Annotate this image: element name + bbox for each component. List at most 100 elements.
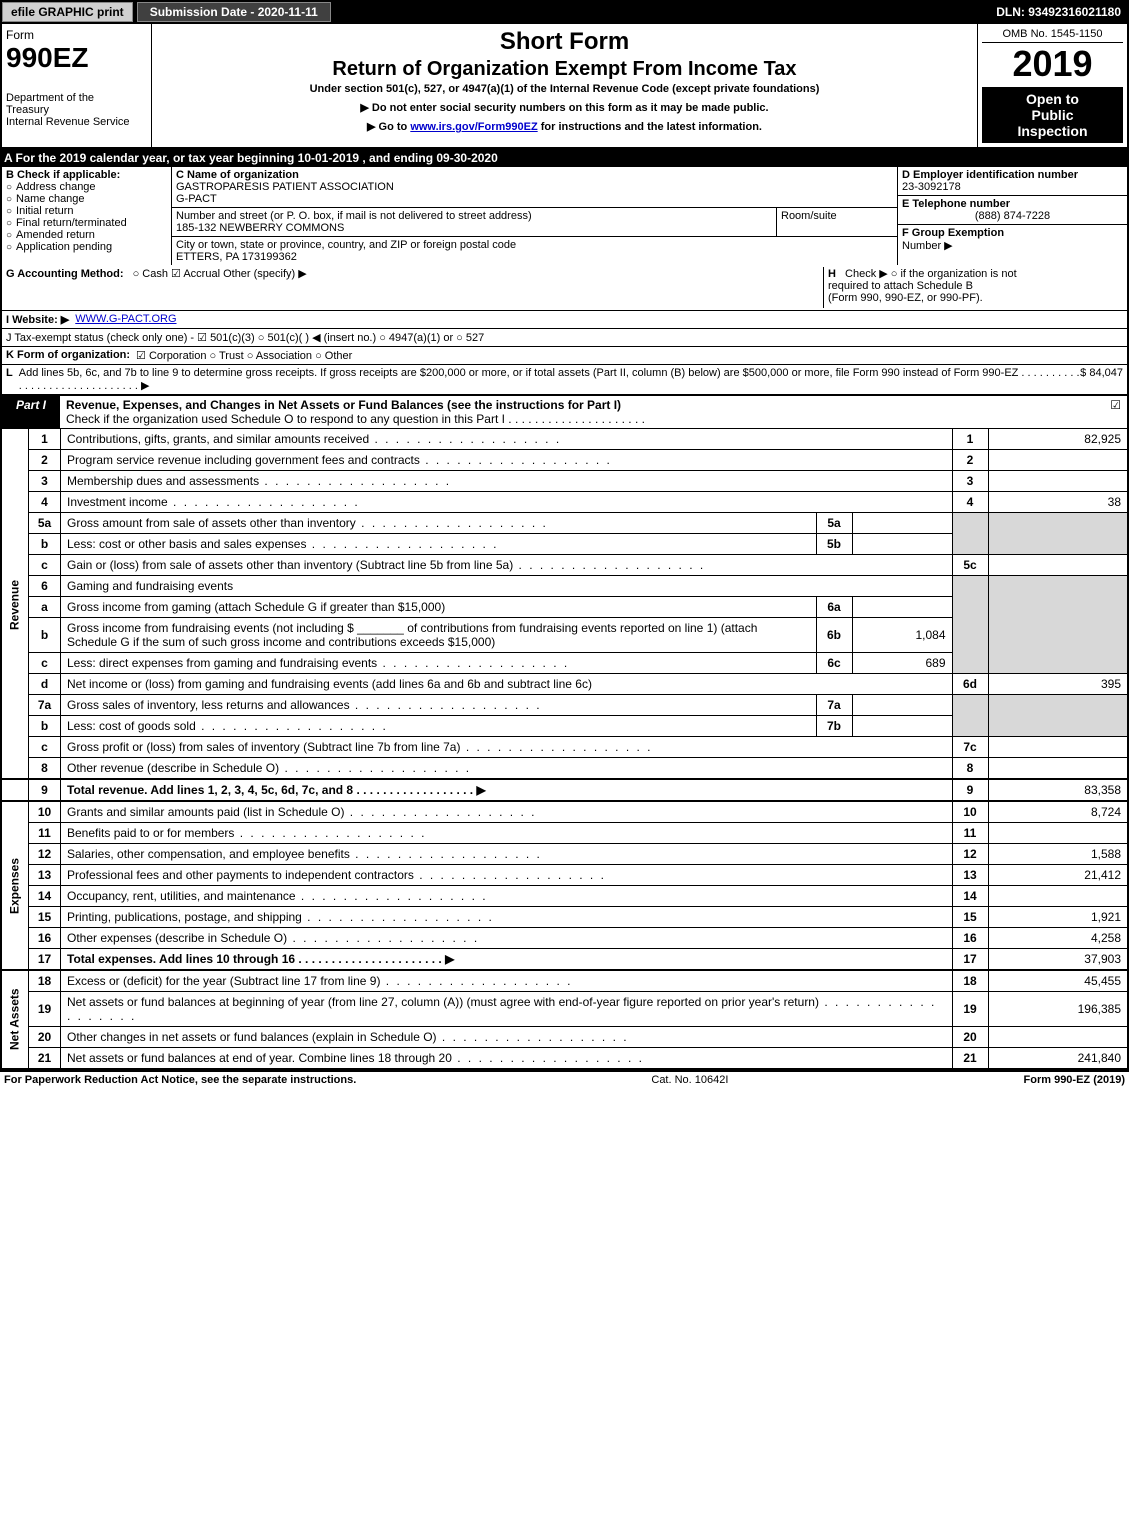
k-lbl: K Form of organization: <box>6 349 130 362</box>
addr-val: 185-132 NEWBERRY COMMONS <box>176 222 772 234</box>
ln-6a-subnum: 6a <box>816 597 852 618</box>
l-amt: $ 84,047 <box>1080 367 1123 392</box>
chk-amended-return[interactable]: Amended return <box>6 229 167 241</box>
j-text[interactable]: J Tax-exempt status (check only one) - ☑… <box>6 331 484 344</box>
header-right: OMB No. 1545-1150 2019 Open to Public In… <box>977 24 1127 147</box>
ln-7c-amtnum: 7c <box>952 737 988 758</box>
footer-form: Form 990-EZ (2019) <box>1024 1074 1125 1086</box>
ln-5c-desc: Gain or (loss) from sale of assets other… <box>61 555 953 576</box>
dept-line-3: Internal Revenue Service <box>6 116 147 128</box>
ln-14-desc: Occupancy, rent, utilities, and maintena… <box>61 886 953 907</box>
ln-3-num: 3 <box>29 471 61 492</box>
note-ssn: ▶ Do not enter social security numbers o… <box>160 101 969 114</box>
ln-2-num: 2 <box>29 450 61 471</box>
room-cell: Room/suite <box>777 208 897 236</box>
row-j: J Tax-exempt status (check only one) - ☑… <box>0 329 1129 347</box>
footer-left: For Paperwork Reduction Act Notice, see … <box>4 1074 356 1086</box>
chk-application-pending[interactable]: Application pending <box>6 241 167 253</box>
ln-6c-desc: Less: direct expenses from gaming and fu… <box>61 653 817 674</box>
part-1-title-text: Revenue, Expenses, and Changes in Net As… <box>66 398 621 412</box>
grp-lbl: F Group Exemption <box>902 227 1004 239</box>
ln-6b-num: b <box>29 618 61 653</box>
ln-12-num: 12 <box>29 844 61 865</box>
header-center: Short Form Return of Organization Exempt… <box>152 24 977 147</box>
ln-11-amt <box>988 823 1128 844</box>
row-i: I Website: ▶ WWW.G-PACT.ORG <box>0 311 1129 329</box>
ln-5c-num: c <box>29 555 61 576</box>
city-cell: City or town, state or province, country… <box>172 237 897 265</box>
form-header: Form 990EZ Department of the Treasury In… <box>0 24 1129 149</box>
side-lbl-revenue: Revenue <box>1 429 29 779</box>
ln-11-desc: Benefits paid to or for members <box>61 823 953 844</box>
ln-6c-subnum: 6c <box>816 653 852 674</box>
ln-18-num: 18 <box>29 970 61 992</box>
ln-15-num: 15 <box>29 907 61 928</box>
ln-6d-desc: Net income or (loss) from gaming and fun… <box>61 674 953 695</box>
ln-6-num: 6 <box>29 576 61 597</box>
note-goto-post: for instructions and the latest informat… <box>538 121 762 133</box>
ln-6-desc: Gaming and fundraising events <box>61 576 953 597</box>
l-lbl: L <box>6 367 13 392</box>
ln-17-desc: Total expenses. Add lines 10 through 16 … <box>61 949 953 971</box>
ln-6d-num: d <box>29 674 61 695</box>
ln-6b-desc: Gross income from fundraising events (no… <box>61 618 817 653</box>
ln-19-amtnum: 19 <box>952 992 988 1027</box>
inspect-2: Public <box>986 107 1119 123</box>
tel-lbl: E Telephone number <box>902 198 1123 210</box>
ln-6d-amt: 395 <box>988 674 1128 695</box>
dept-line-1: Department of the <box>6 92 147 104</box>
subtitle: Under section 501(c), 527, or 4947(a)(1)… <box>160 83 969 95</box>
h-txt-2: required to attach Schedule B <box>828 280 1123 292</box>
ln-4-amtnum: 4 <box>952 492 988 513</box>
tel-val: (888) 874-7228 <box>902 210 1123 222</box>
ln-9-amtnum: 9 <box>952 779 988 801</box>
ln-7b-subnum: 7b <box>816 716 852 737</box>
ln-1-desc: Contributions, gifts, grants, and simila… <box>61 429 953 450</box>
irs-link[interactable]: www.irs.gov/Form990EZ <box>410 121 537 133</box>
ln-20-amt <box>988 1027 1128 1048</box>
inspect-3: Inspection <box>986 123 1119 139</box>
form-number: 990EZ <box>6 42 147 74</box>
part-1-checkbox[interactable]: ☑ <box>1104 396 1127 428</box>
ln-7a-desc: Gross sales of inventory, less returns a… <box>61 695 817 716</box>
ln-13-desc: Professional fees and other payments to … <box>61 865 953 886</box>
ln-7c-amt <box>988 737 1128 758</box>
website-link[interactable]: WWW.G-PACT.ORG <box>75 313 176 326</box>
inspection-box: Open to Public Inspection <box>982 87 1123 143</box>
ln-2-amt <box>988 450 1128 471</box>
addr-row: Number and street (or P. O. box, if mail… <box>172 208 897 237</box>
ln-11-amtnum: 11 <box>952 823 988 844</box>
ln-7a-num: 7a <box>29 695 61 716</box>
ln-17-num: 17 <box>29 949 61 971</box>
ln-7b-num: b <box>29 716 61 737</box>
ln-17-amt: 37,903 <box>988 949 1128 971</box>
ln-6d-amtnum: 6d <box>952 674 988 695</box>
ln-6-grey-amt <box>988 576 1128 674</box>
chk-name-change[interactable]: Name change <box>6 193 167 205</box>
k-opts[interactable]: ☑ Corporation ○ Trust ○ Association ○ Ot… <box>136 349 352 362</box>
ln-19-num: 19 <box>29 992 61 1027</box>
ln-3-amt <box>988 471 1128 492</box>
part-1-title: Revenue, Expenses, and Changes in Net As… <box>60 396 1104 428</box>
submission-date-label: Submission Date - 2020-11-11 <box>137 2 331 22</box>
ln-5ab-grey-amt <box>988 513 1128 555</box>
ln-6b-subnum: 6b <box>816 618 852 653</box>
ln-20-desc: Other changes in net assets or fund bala… <box>61 1027 953 1048</box>
ln-6c-subval: 689 <box>852 653 952 674</box>
ln-7b-desc: Less: cost of goods sold <box>61 716 817 737</box>
ln-21-desc: Net assets or fund balances at end of ye… <box>61 1048 953 1070</box>
org-name-cell: C Name of organization GASTROPARESIS PAT… <box>172 167 897 208</box>
row-g-h: G Accounting Method: ○ Cash ☑ Accrual Ot… <box>0 265 1129 311</box>
l-txt: Add lines 5b, 6c, and 7b to line 9 to de… <box>19 367 1080 392</box>
ln-14-amt <box>988 886 1128 907</box>
city-lbl: City or town, state or province, country… <box>176 239 893 251</box>
ln-12-amtnum: 12 <box>952 844 988 865</box>
chk-address-change[interactable]: Address change <box>6 181 167 193</box>
chk-initial-return[interactable]: Initial return <box>6 205 167 217</box>
ln-5a-desc: Gross amount from sale of assets other t… <box>61 513 817 534</box>
addr-lbl: Number and street (or P. O. box, if mail… <box>176 210 772 222</box>
chk-final-return[interactable]: Final return/terminated <box>6 217 167 229</box>
dln-label: DLN: 93492316021180 <box>988 5 1129 19</box>
g-opts[interactable]: ○ Cash ☑ Accrual Other (specify) ▶ <box>133 268 307 280</box>
efile-print-button[interactable]: efile GRAPHIC print <box>2 2 133 22</box>
